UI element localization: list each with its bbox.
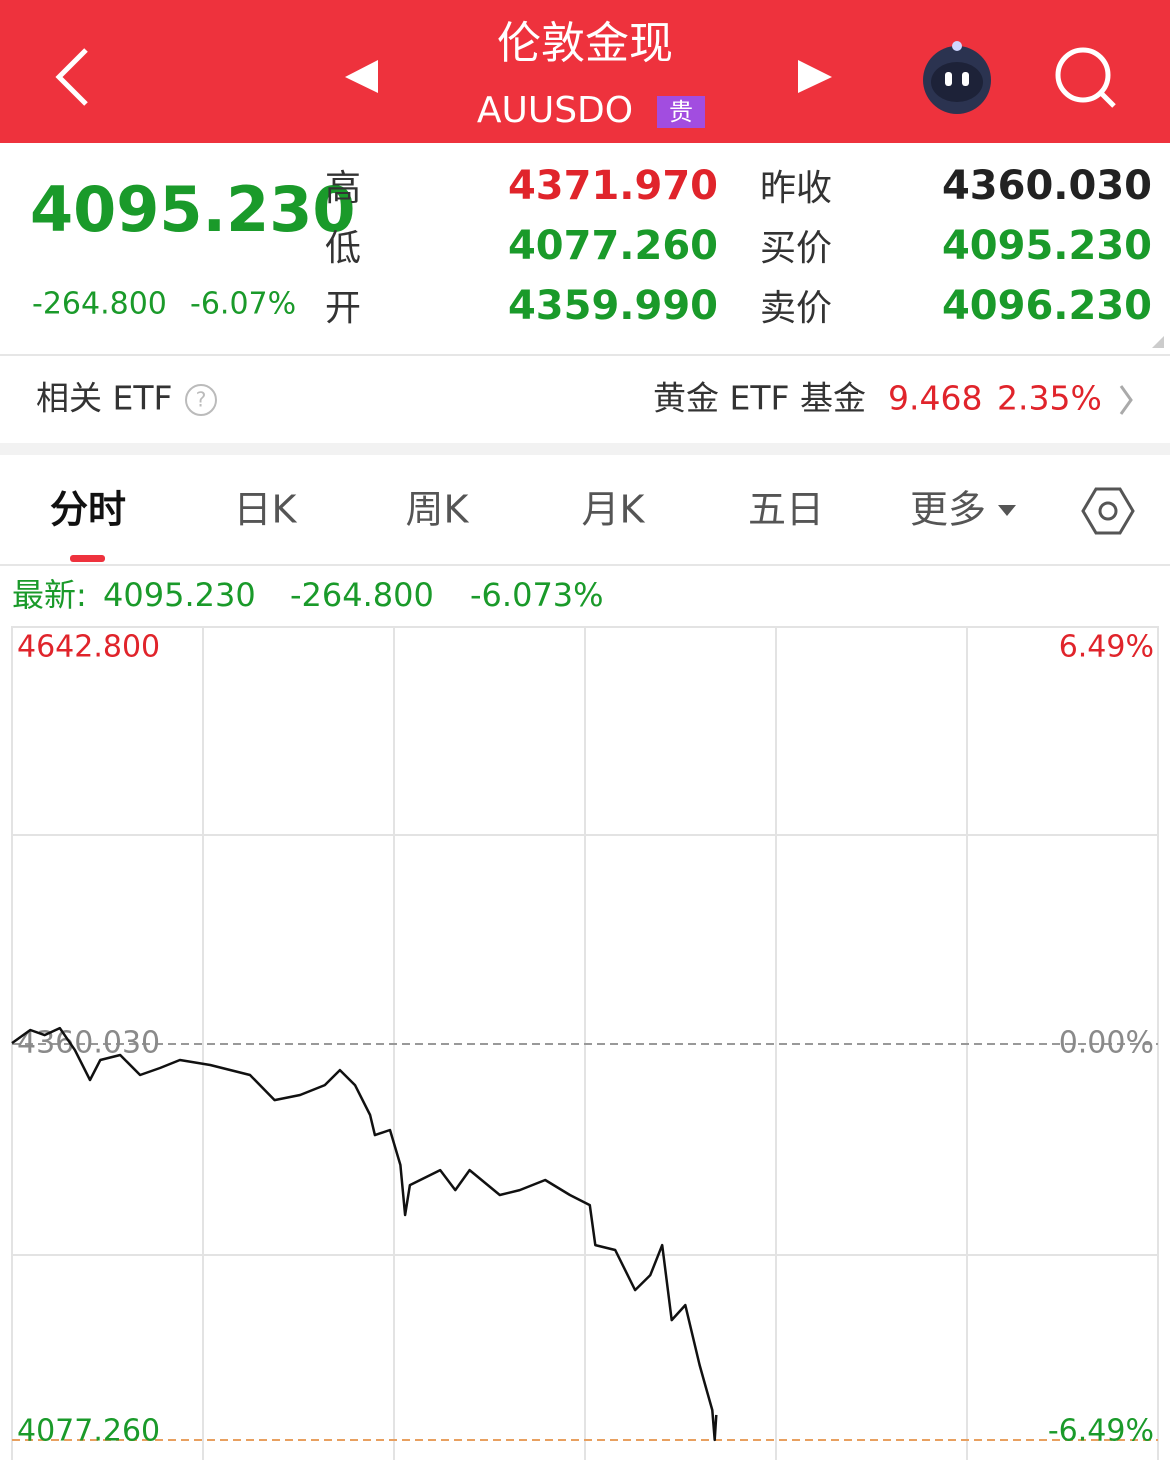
price: 4095.230 bbox=[30, 173, 356, 246]
field-value: 4359.990 bbox=[508, 283, 718, 329]
help-icon[interactable] bbox=[185, 384, 217, 416]
latest-label: 最新: bbox=[12, 576, 87, 614]
chevron bbox=[1119, 385, 1133, 415]
price-chart: 4642.800 4360.030 4077.260 6.49% 0.00% -6.49% bbox=[11, 630, 1158, 1449]
etf-label: 相关 ETF bbox=[36, 379, 172, 418]
change: -264.800 bbox=[32, 287, 167, 322]
field-value: 4360.030 bbox=[942, 163, 1152, 209]
field-label: 高 bbox=[325, 168, 361, 209]
tab-indicator bbox=[70, 555, 105, 562]
y-tick-label: 4077.260 bbox=[17, 1414, 160, 1449]
settings-icon[interactable] bbox=[1081, 487, 1135, 535]
field-label: 卖价 bbox=[760, 288, 832, 329]
etf-name: 黄金 ETF 基金 bbox=[653, 379, 866, 418]
etf-price: 9.468 bbox=[888, 379, 982, 418]
title: 伦敦金现 bbox=[497, 18, 673, 69]
latest-pct: -6.073% bbox=[470, 576, 604, 614]
y2-tick-label: -6.49% bbox=[1048, 1414, 1154, 1449]
etf-row[interactable]: 相关 ETF ? 黄金 ETF 基金 9.468 2.35% bbox=[36, 379, 1133, 418]
field-value: 4095.230 bbox=[942, 223, 1152, 269]
next-button[interactable] bbox=[798, 60, 832, 93]
latest-change: -264.800 bbox=[290, 576, 434, 614]
y-tick-label: 4360.030 bbox=[17, 1026, 160, 1061]
field-label: 低 bbox=[325, 228, 361, 269]
section-gap bbox=[0, 443, 1170, 455]
field-value: 4371.970 bbox=[508, 163, 718, 209]
etf-change: 2.35% bbox=[997, 379, 1102, 418]
tab[interactable]: 周K bbox=[406, 488, 470, 532]
field-label: 昨收 bbox=[760, 168, 832, 209]
badge-bg bbox=[657, 96, 705, 128]
change-pct: -6.07% bbox=[190, 287, 296, 322]
search-icon[interactable] bbox=[1055, 47, 1116, 108]
field-value: 4096.230 bbox=[942, 283, 1152, 329]
tab[interactable]: 更多 bbox=[910, 488, 986, 532]
field-label: 买价 bbox=[760, 228, 832, 269]
y2-tick-label: 6.49% bbox=[1059, 630, 1154, 665]
assistant-icon[interactable] bbox=[923, 41, 991, 114]
tab[interactable]: 日K bbox=[234, 488, 298, 532]
help-mark: ? bbox=[196, 388, 207, 412]
y-tick-label: 4642.800 bbox=[17, 630, 160, 665]
tab[interactable]: 分时 bbox=[50, 488, 126, 532]
code: AUUSDO bbox=[477, 90, 633, 131]
field-value: 4077.260 bbox=[508, 223, 718, 269]
tab[interactable]: 五日 bbox=[748, 488, 824, 532]
prev-button[interactable] bbox=[345, 60, 378, 93]
tab[interactable]: 月K bbox=[582, 488, 646, 532]
badge: 贵 bbox=[669, 98, 693, 126]
back-button[interactable] bbox=[55, 48, 88, 106]
dropdown-arrow bbox=[998, 505, 1016, 516]
y2-tick-label: 0.00% bbox=[1059, 1026, 1154, 1061]
field-label: 开 bbox=[325, 288, 361, 329]
expand-corner[interactable] bbox=[1152, 336, 1164, 348]
latest-price: 4095.230 bbox=[103, 576, 256, 614]
price-line bbox=[11, 1026, 718, 1442]
